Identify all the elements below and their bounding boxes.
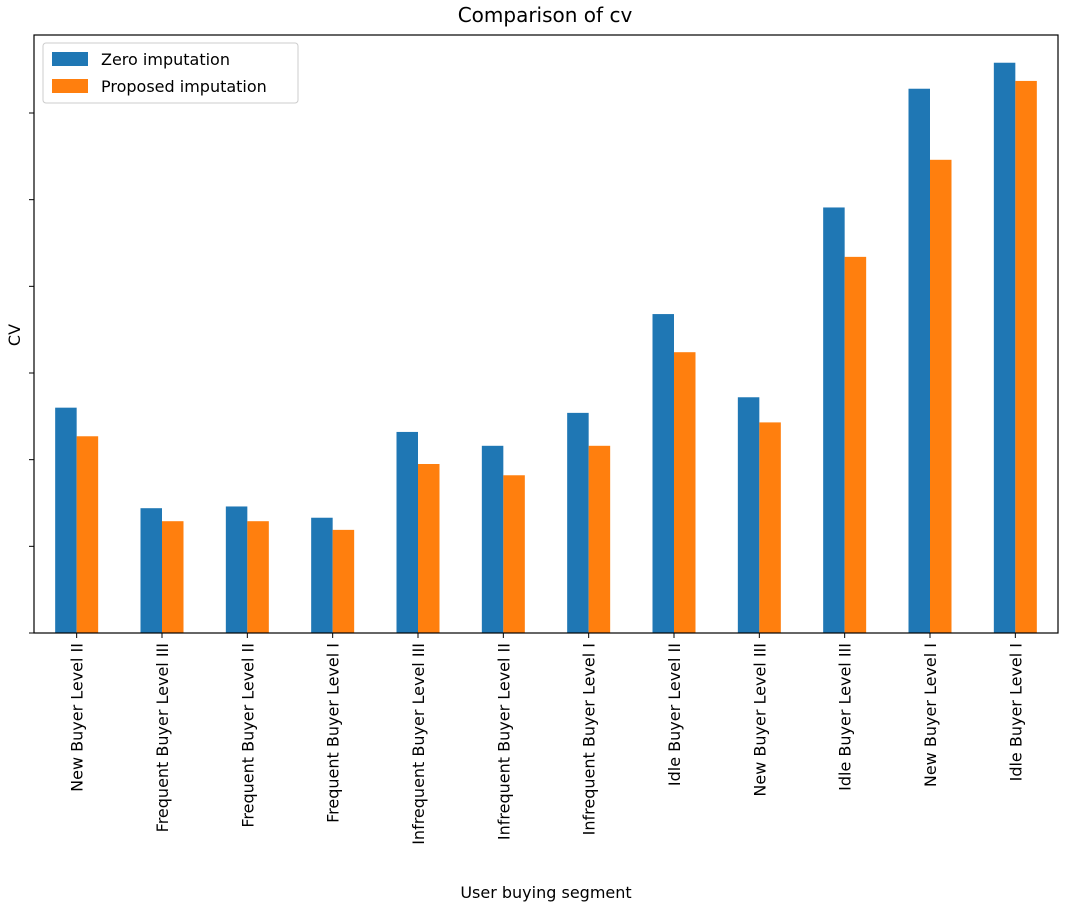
x-tick-label-infrequent-buyer-level-ii: Infrequent Buyer Level II — [494, 643, 513, 840]
x-axis-label: User buying segment — [460, 883, 631, 902]
x-tick-label-idle-buyer-level-iii: Idle Buyer Level III — [836, 643, 855, 791]
bar-proposed-imputation-idle-buyer-level-i — [1015, 80, 1037, 633]
x-tick-label-new-buyer-level-i: New Buyer Level I — [921, 643, 940, 787]
bar-zero-imputation-infrequent-buyer-level-iii — [396, 431, 418, 633]
bar-proposed-imputation-new-buyer-level-iii — [759, 422, 781, 633]
bar-zero-imputation-infrequent-buyer-level-ii — [481, 445, 504, 633]
legend-box — [42, 42, 299, 104]
bar-proposed-imputation-frequent-buyer-level-iii — [162, 521, 184, 633]
x-tick-label-idle-buyer-level-ii: Idle Buyer Level II — [665, 643, 684, 786]
bar-zero-imputation-new-buyer-level-i — [908, 88, 930, 633]
plot-frame — [33, 34, 1059, 634]
bar-proposed-imputation-new-buyer-level-ii — [76, 436, 99, 633]
bar-zero-imputation-idle-buyer-level-ii — [652, 314, 674, 633]
bar-proposed-imputation-frequent-buyer-level-ii — [247, 521, 269, 633]
legend-swatch-zero-imputation — [52, 52, 88, 66]
legend-label-zero-imputation: Zero imputation — [101, 50, 230, 69]
legend-label-proposed-imputation: Proposed imputation — [101, 77, 267, 96]
bar-zero-imputation-frequent-buyer-level-iii — [140, 508, 162, 633]
bar-zero-imputation-infrequent-buyer-level-i — [567, 412, 589, 633]
bar-zero-imputation-new-buyer-level-ii — [55, 407, 77, 633]
chart-title: Comparison of cv — [458, 3, 633, 27]
y-axis-label: CV — [5, 324, 24, 346]
x-tick-label-frequent-buyer-level-ii: Frequent Buyer Level II — [238, 643, 257, 828]
bar-proposed-imputation-infrequent-buyer-level-iii — [418, 464, 440, 633]
bars — [55, 62, 1037, 634]
x-tick-label-frequent-buyer-level-iii: Frequent Buyer Level III — [153, 643, 172, 832]
bar-proposed-imputation-frequent-buyer-level-i — [332, 529, 355, 633]
bar-zero-imputation-idle-buyer-level-iii — [823, 207, 845, 633]
x-tick-label-infrequent-buyer-level-i: Infrequent Buyer Level I — [580, 643, 599, 835]
x-tick-label-new-buyer-level-ii: New Buyer Level II — [68, 643, 87, 792]
bar-zero-imputation-new-buyer-level-iii — [737, 397, 760, 633]
bar-proposed-imputation-idle-buyer-level-iii — [844, 256, 867, 633]
bar-zero-imputation-frequent-buyer-level-ii — [225, 506, 248, 633]
x-tick-label-new-buyer-level-iii: New Buyer Level III — [750, 643, 769, 797]
x-tick-label-infrequent-buyer-level-iii: Infrequent Buyer Level III — [409, 643, 428, 845]
bar-proposed-imputation-new-buyer-level-i — [930, 159, 952, 634]
x-tick-label-frequent-buyer-level-i: Frequent Buyer Level I — [324, 643, 343, 823]
bar-zero-imputation-idle-buyer-level-i — [993, 62, 1016, 633]
x-tick-labels: New Buyer Level II Frequent Buyer Level I… — [68, 643, 1026, 845]
bar-zero-imputation-frequent-buyer-level-i — [311, 517, 333, 633]
bar-proposed-imputation-infrequent-buyer-level-ii — [503, 475, 525, 633]
axis-ticks — [29, 112, 1016, 638]
x-tick-label-idle-buyer-level-i: Idle Buyer Level I — [1006, 643, 1025, 781]
bar-proposed-imputation-idle-buyer-level-ii — [674, 352, 696, 633]
legend-swatch-proposed-imputation — [52, 79, 88, 93]
legend: Zero imputation Proposed imputation — [42, 42, 299, 104]
bar-proposed-imputation-infrequent-buyer-level-i — [588, 445, 611, 633]
